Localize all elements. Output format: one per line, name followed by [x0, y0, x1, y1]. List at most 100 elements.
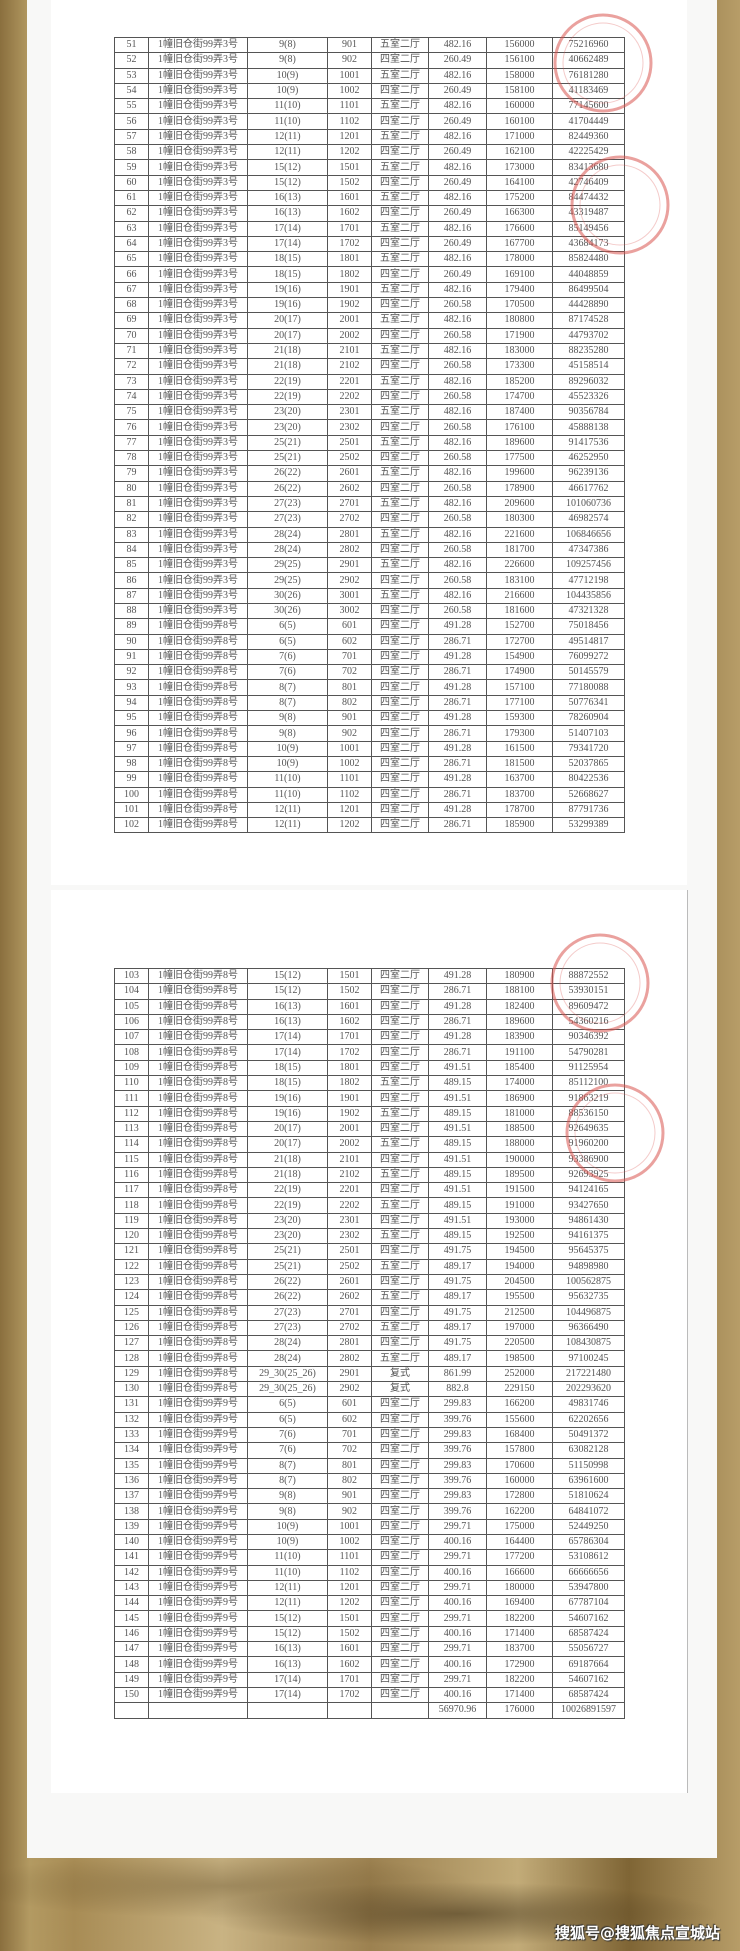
room-number: 1202 — [327, 144, 372, 161]
unit-price: 166600 — [486, 1564, 553, 1581]
table-row: 122 1幢旧仓街99弄8号 25(21) 2502 五室二厅 489.17 194000 9… — [114, 1258, 625, 1275]
address: 1幢旧仓街99弄9号 — [148, 1518, 248, 1535]
address: 1幢旧仓街99弄3号 — [148, 388, 248, 406]
table-row: 95 1幢旧仓街99弄8号 9(8) 901 四室二厅 491.28 159300 78260… — [114, 710, 625, 727]
layout: 四室二厅 — [371, 1488, 429, 1505]
row-number: 143 — [114, 1579, 149, 1597]
area: 299.83 — [428, 1426, 487, 1444]
layout: 四室二厅 — [371, 297, 429, 314]
address: 1幢旧仓街99弄3号 — [148, 144, 248, 161]
area: 491.28 — [428, 648, 487, 666]
total-price: 86499504 — [552, 281, 625, 299]
total-price: 109257456 — [552, 557, 625, 574]
area: 400.16 — [428, 1564, 487, 1581]
table-row: 100 1幢旧仓街99弄8号 11(10) 1102 四室二厅 286.71 183700 5… — [114, 786, 625, 803]
total-price: 78260904 — [552, 710, 625, 727]
row-number: 111 — [114, 1090, 149, 1107]
layout: 五室二厅 — [371, 1350, 429, 1367]
layout: 五室二厅 — [371, 1075, 429, 1092]
floor: 10(9) — [247, 755, 328, 773]
area: 399.76 — [428, 1472, 487, 1490]
table-row: 120 1幢旧仓街99弄8号 23(20) 2302 五室二厅 489.15 192500 9… — [114, 1228, 625, 1245]
area: 260.58 — [428, 327, 487, 344]
room-number: 1202 — [327, 1595, 372, 1612]
layout: 四室二厅 — [371, 664, 429, 681]
unit-price: 182200 — [486, 1610, 553, 1627]
total-price: 50145579 — [552, 664, 625, 681]
table-row: 63 1幢旧仓街99弄3号 17(14) 1701 五室二厅 482.16 176600 85… — [114, 220, 625, 237]
unit-price: 229150 — [486, 1381, 553, 1398]
total-price: 45158514 — [552, 358, 625, 375]
room-number — [327, 1702, 372, 1719]
row-number: 76 — [114, 419, 149, 436]
address: 1幢旧仓街99弄9号 — [148, 1686, 248, 1704]
unit-price: 180300 — [486, 511, 553, 528]
floor: 7(6) — [247, 648, 328, 666]
area: 489.17 — [428, 1319, 487, 1337]
table-row: 127 1幢旧仓街99弄8号 28(24) 2801 四室二厅 491.75 220500 1… — [114, 1335, 625, 1352]
total-price: 53299389 — [552, 817, 625, 834]
table-row: 115 1幢旧仓街99弄8号 21(18) 2101 四室二厅 491.51 190000 9… — [114, 1151, 625, 1168]
area: 260.49 — [428, 235, 487, 253]
area: 491.51 — [428, 1212, 487, 1230]
table-row: 75 1幢旧仓街99弄3号 23(20) 2301 五室二厅 482.16 187400 90… — [114, 404, 625, 421]
room-number: 1001 — [327, 67, 372, 84]
floor: 18(15) — [247, 266, 328, 283]
table-row: 89 1幢旧仓街99弄8号 6(5) 601 四室二厅 491.28 152700 75018… — [114, 618, 625, 635]
row-number: 120 — [114, 1228, 149, 1245]
total-price: 85149456 — [552, 220, 625, 237]
row-number: 90 — [114, 633, 149, 650]
total-price: 94161375 — [552, 1228, 625, 1245]
unit-price: 185200 — [486, 373, 553, 390]
unit-price: 176000 — [486, 1702, 553, 1719]
address: 1幢旧仓街99弄8号 — [148, 1212, 248, 1230]
area: 299.83 — [428, 1457, 487, 1474]
table-row: 129 1幢旧仓街99弄8号 29_30(25_26) 2901 复式 861.99 252… — [114, 1365, 625, 1383]
room-number: 2501 — [327, 434, 372, 452]
layout: 四室二厅 — [371, 327, 429, 344]
floor: 26(22) — [247, 465, 328, 482]
table-row: 150 1幢旧仓街99弄9号 17(14) 1702 四室二厅 400.16 171400 6… — [114, 1686, 625, 1704]
unit-price: 173300 — [486, 358, 553, 375]
layout: 四室二厅 — [371, 541, 429, 559]
floor: 18(15) — [247, 251, 328, 268]
table-row: 62 1幢旧仓街99弄3号 16(13) 1602 四室二厅 260.49 166300 43… — [114, 205, 625, 222]
room-number: 1501 — [327, 1610, 372, 1627]
room-number: 1702 — [327, 235, 372, 253]
area: 489.15 — [428, 1075, 487, 1092]
row-number: 67 — [114, 281, 149, 299]
table-row: 70 1幢旧仓街99弄3号 20(17) 2002 四室二厅 260.58 171900 44… — [114, 327, 625, 344]
address: 1幢旧仓街99弄3号 — [148, 419, 248, 436]
room-number: 801 — [327, 679, 372, 696]
total-price: 94861430 — [552, 1212, 625, 1230]
layout: 四室二厅 — [371, 82, 429, 100]
unit-price: 170500 — [486, 297, 553, 314]
floor: 29_30(25_26) — [247, 1381, 328, 1398]
area: 286.71 — [428, 725, 487, 742]
table-row: 82 1幢旧仓街99弄3号 27(23) 2702 四室二厅 260.58 180300 46… — [114, 511, 625, 528]
row-number: 117 — [114, 1182, 149, 1199]
layout: 四室二厅 — [371, 648, 429, 666]
row-number: 79 — [114, 465, 149, 482]
room-number: 802 — [327, 694, 372, 712]
address: 1幢旧仓街99弄3号 — [148, 189, 248, 207]
unit-price: 177100 — [486, 694, 553, 712]
total-price: 69187664 — [552, 1656, 625, 1673]
address: 1幢旧仓街99弄8号 — [148, 1090, 248, 1107]
room-number: 2201 — [327, 1182, 372, 1199]
address: 1幢旧仓街99弄8号 — [148, 710, 248, 727]
address: 1幢旧仓街99弄8号 — [148, 801, 248, 819]
address: 1幢旧仓街99弄8号 — [148, 1289, 248, 1306]
floor: 8(7) — [247, 1457, 328, 1474]
table-row: 135 1幢旧仓街99弄9号 8(7) 801 四室二厅 299.83 170600 5115… — [114, 1457, 625, 1474]
layout: 四室二厅 — [371, 1686, 429, 1704]
price-list-table-1: 51 1幢旧仓街99弄3号 9(8) 901 五室二厅 482.16 156000 75216… — [114, 36, 625, 834]
row-number: 70 — [114, 327, 149, 344]
unit-price: 176100 — [486, 419, 553, 436]
floor: 11(10) — [247, 113, 328, 130]
row-number: 72 — [114, 358, 149, 375]
area: 489.15 — [428, 1136, 487, 1153]
address: 1幢旧仓街99弄3号 — [148, 251, 248, 268]
room-number: 902 — [327, 725, 372, 742]
table-row: 148 1幢旧仓街99弄9号 16(13) 1602 四室二厅 400.16 172900 6… — [114, 1656, 625, 1673]
